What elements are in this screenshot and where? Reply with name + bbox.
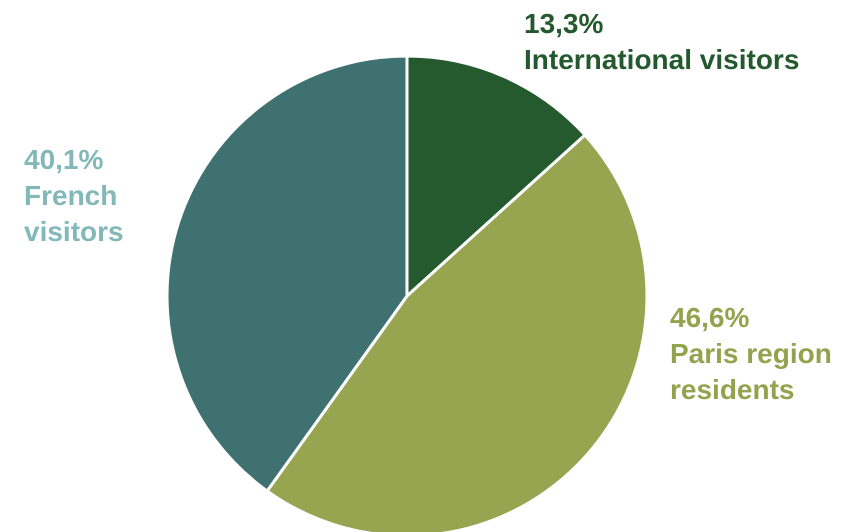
pie-slice-paris-region-residents xyxy=(265,133,649,532)
label-paris-value: 46,6% xyxy=(670,302,750,333)
pie-slice-international-visitors xyxy=(405,54,587,298)
label-international-value: 13,3% xyxy=(524,8,604,39)
label-paris-name-line-2: residents xyxy=(670,374,795,405)
label-french-value: 40,1% xyxy=(24,144,104,175)
label-french-visitors: 40,1% French visitors xyxy=(24,142,124,250)
label-french-name-line-2: visitors xyxy=(24,216,124,247)
pie-slice-french-visitors xyxy=(165,54,409,493)
label-international-name: International visitors xyxy=(524,44,800,75)
label-french-name-line-1: French xyxy=(24,180,118,211)
label-international-visitors: 13,3% International visitors xyxy=(524,6,799,78)
label-paris-name-line-1: Paris region xyxy=(670,338,832,369)
label-paris-region-residents: 46,6% Paris region residents xyxy=(670,300,832,408)
